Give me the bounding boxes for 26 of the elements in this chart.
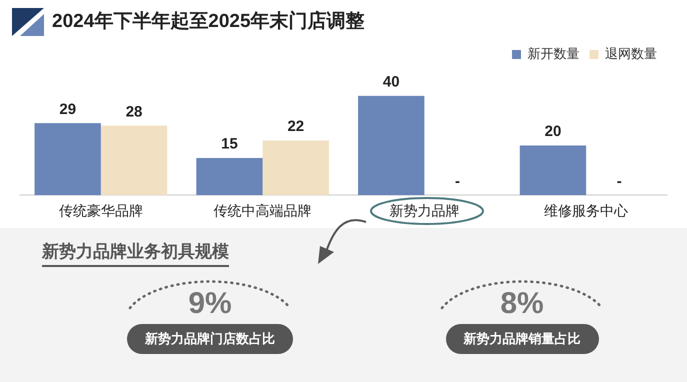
bar [520,146,586,196]
bar [196,158,263,196]
x-tick-label: 传统豪华品牌 [58,202,143,218]
data-label: 29 [59,100,76,118]
bar [34,123,101,196]
data-label: 20 [544,123,562,140]
text: 8% [499,286,545,322]
chart-title: 2024年下半年起至2025年末门店调整 [52,10,365,34]
data-label: 22 [287,118,304,136]
text: - [616,172,622,190]
text: 9% [187,286,233,322]
text: 新势力品牌门店数占比 [127,324,293,354]
bar [100,126,168,196]
legend-label: 新开数量 [528,46,580,62]
data-label: 40 [382,73,400,90]
x-tick-label: 新势力品牌 [389,202,460,218]
bar [358,96,424,196]
x-tick-label: 维修服务中心 [544,202,628,218]
text: 新势力品牌业务初具规模 [42,240,229,267]
data-label: 28 [126,103,142,120]
x-tick-label: 传统中高端品牌 [214,202,312,218]
legend-label: 退网数量 [605,46,657,62]
text: 新势力品牌销量占比 [446,324,598,354]
text: - [455,172,460,190]
data-label: 15 [221,136,238,153]
bar [262,140,329,196]
